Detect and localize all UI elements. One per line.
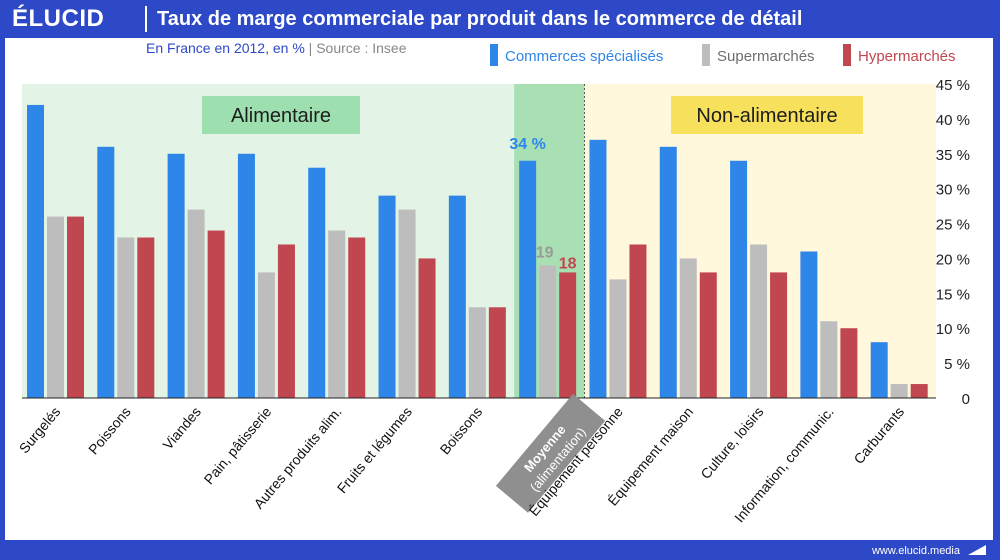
food-region-label: Alimentaire — [231, 105, 331, 127]
bar-hypermarches — [488, 307, 506, 398]
bar-hypermarches — [418, 258, 436, 398]
bar-supermarches — [890, 384, 908, 398]
y-tick-label: 30 % — [936, 182, 970, 199]
average-value-label: 19 — [536, 244, 554, 261]
bar-supermarches — [609, 279, 627, 398]
y-tick-label: 40 % — [936, 112, 970, 129]
nonfood-label-box — [671, 96, 863, 134]
bar-hypermarches — [277, 244, 295, 398]
legend-swatch — [843, 44, 851, 66]
bar-supermarches — [398, 209, 416, 398]
bar-specialises — [589, 139, 607, 399]
bar-hypermarches — [348, 237, 366, 398]
bar-supermarches — [47, 216, 64, 398]
bar-supermarches — [468, 307, 486, 398]
average-value-label: 34 % — [509, 136, 545, 153]
nonfood-region-label: Non-alimentaire — [696, 105, 837, 127]
bar-specialises — [659, 146, 677, 398]
legend-swatch — [490, 44, 498, 66]
x-category-label: Surgelés — [16, 404, 64, 457]
bar-specialises — [378, 195, 396, 398]
bar-supermarches — [257, 272, 275, 398]
y-tick-label: 20 % — [936, 251, 970, 268]
bar-specialises — [800, 251, 818, 398]
chart-title: Taux de marge commerciale par produit da… — [145, 6, 802, 32]
bar-supermarches — [679, 258, 697, 398]
bar-hypermarches — [207, 230, 225, 398]
bar-supermarches — [820, 321, 838, 398]
bar-supermarches — [187, 209, 205, 398]
bar-specialises — [97, 146, 115, 398]
bar-hypermarches — [910, 384, 928, 398]
bar-hypermarches — [770, 272, 788, 398]
brand-triangle-icon — [968, 545, 986, 555]
bar-hypermarches — [559, 272, 577, 398]
bar-specialises — [308, 167, 326, 398]
bar-specialises — [870, 342, 888, 398]
food-label-box — [202, 96, 360, 134]
subtitle-source: Source : Insee — [316, 40, 407, 56]
bar-hypermarches — [699, 272, 717, 398]
bar-hypermarches — [629, 244, 647, 398]
bar-hypermarches — [137, 237, 155, 398]
chart-subtitle: En France en 2012, en % | Source : Insee — [146, 40, 406, 56]
subtitle-separator: | — [308, 40, 313, 56]
x-category-label: Culture, loisirs — [697, 404, 766, 482]
x-category-label: Fruits et légumes — [334, 404, 415, 497]
legend-swatch — [702, 44, 710, 66]
bar-supermarches — [117, 237, 135, 398]
bar-specialises — [167, 153, 185, 398]
bar-supermarches — [328, 230, 346, 398]
x-category-label: Carburants — [850, 404, 907, 467]
bar-specialises — [448, 195, 466, 398]
y-tick-label: 5 % — [944, 356, 970, 373]
y-tick-label: 35 % — [936, 147, 970, 164]
bar-specialises — [237, 153, 255, 398]
footer-url[interactable]: www.elucid.media — [871, 545, 960, 557]
bar-hypermarches — [67, 216, 84, 398]
bar-supermarches — [539, 265, 557, 398]
legend-label: Commerces spécialisés — [505, 48, 663, 65]
y-tick-label: 15 % — [936, 286, 970, 303]
legend-label: Hypermarchés — [858, 48, 956, 65]
y-tick-label: 10 % — [936, 321, 970, 338]
y-tick-label: 0 — [962, 391, 970, 408]
bar-hypermarches — [840, 328, 858, 398]
y-tick-label: 45 % — [936, 77, 970, 94]
average-value-label: 18 — [559, 255, 577, 272]
elucid-logo: ÉLUCID — [12, 5, 105, 32]
bar-specialises — [519, 160, 537, 398]
bar-supermarches — [750, 244, 768, 398]
y-tick-label: 25 % — [936, 217, 970, 234]
x-category-label: Viandes — [159, 404, 204, 453]
bar-specialises — [27, 104, 44, 398]
x-category-label: Poissons — [85, 404, 134, 458]
x-category-label: Pain, pâtisserie — [201, 403, 275, 487]
x-category-label: Boissons — [437, 404, 486, 458]
average-label-box — [495, 393, 606, 513]
subtitle-scope: En France en 2012, en % — [146, 40, 305, 56]
bar-specialises — [730, 160, 748, 398]
legend-label: Supermarchés — [717, 48, 815, 65]
